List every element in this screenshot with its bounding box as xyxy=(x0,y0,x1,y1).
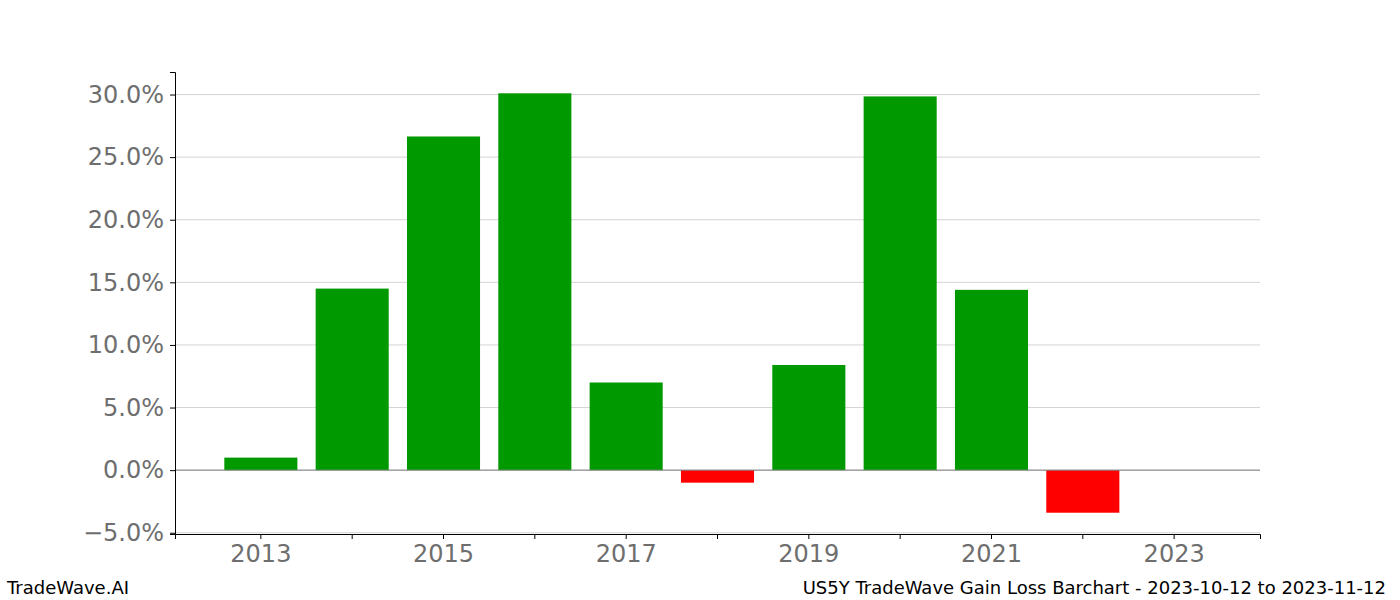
x-tick-mark xyxy=(717,534,718,539)
x-tick-mark xyxy=(808,534,809,539)
y-tick-label: 5.0% xyxy=(103,394,164,422)
bar xyxy=(224,458,297,471)
bar xyxy=(316,289,389,471)
x-tick xyxy=(717,534,718,539)
y-tick-mark xyxy=(170,470,175,471)
x-axis-line xyxy=(176,535,1261,540)
x-tick xyxy=(900,534,901,539)
x-tick-label: 2015 xyxy=(413,540,474,568)
x-tick-mark xyxy=(260,534,261,539)
y-tick-label: 20.0% xyxy=(88,206,164,234)
bar xyxy=(407,136,480,470)
chart: −5.0% 0.0% 5.0% 10.0% 15.0% 20.0% 25.0% 30.0% 20… xyxy=(0,0,1400,600)
x-tick-mark xyxy=(1174,534,1175,539)
x-tick-label: 2017 xyxy=(596,540,657,568)
x-tick-label: 2023 xyxy=(1144,540,1205,568)
bar xyxy=(1046,470,1119,513)
zero-line xyxy=(175,470,1260,471)
x-tick-label: 2013 xyxy=(230,540,291,568)
y-tick-label: 15.0% xyxy=(88,269,164,297)
y-tick: 20.0% xyxy=(88,206,175,234)
y-tick-mark xyxy=(170,157,175,158)
x-tick: 2019 xyxy=(778,534,839,568)
y-tick-mark xyxy=(170,282,175,283)
x-tick-mark xyxy=(1082,534,1083,539)
grid-line xyxy=(175,532,1260,533)
x-tick: 2023 xyxy=(1144,534,1205,568)
x-tick-mark xyxy=(443,534,444,539)
y-tick-mark xyxy=(170,533,175,534)
y-tick: 5.0% xyxy=(103,394,175,422)
y-tick-label: 25.0% xyxy=(88,143,164,171)
bar xyxy=(864,96,937,470)
y-tick-mark xyxy=(170,345,175,346)
y-tick-mark xyxy=(170,95,175,96)
x-tick-mark xyxy=(534,534,535,539)
y-tick-mark xyxy=(170,220,175,221)
y-tick: 15.0% xyxy=(88,269,175,297)
x-tick xyxy=(352,534,353,539)
x-tick: 2017 xyxy=(596,534,657,568)
x-tick: 2015 xyxy=(413,534,474,568)
grid-line xyxy=(175,94,1260,95)
grid-line xyxy=(175,157,1260,158)
y-tick-label: −5.0% xyxy=(83,519,164,547)
x-axis: 2013 2015 2017 2019 2021 2023 xyxy=(176,534,1261,568)
grid-line xyxy=(175,219,1260,220)
grid-line xyxy=(175,470,1260,471)
x-tick-label: 2019 xyxy=(778,540,839,568)
y-tick: 30.0% xyxy=(88,81,175,109)
x-tick: 2021 xyxy=(961,534,1022,568)
y-tick-label: 0.0% xyxy=(103,456,164,484)
y-tick: 10.0% xyxy=(88,331,175,359)
y-tick: 0.0% xyxy=(103,456,175,484)
plot-area: −5.0% 0.0% 5.0% 10.0% 15.0% 20.0% 25.0% 30.0% 20… xyxy=(83,73,1261,569)
x-tick xyxy=(534,534,535,539)
x-tick-mark xyxy=(626,534,627,539)
x-tick-label: 2021 xyxy=(961,540,1022,568)
bar xyxy=(498,93,571,470)
y-tick: 25.0% xyxy=(88,143,175,171)
grid-line xyxy=(175,282,1260,283)
x-tick-mark xyxy=(900,534,901,539)
grid xyxy=(175,95,1260,533)
y-axis-line xyxy=(170,73,176,535)
x-tick xyxy=(1082,534,1083,539)
x-tick: 2013 xyxy=(230,534,291,568)
bar xyxy=(772,365,845,470)
y-tick-mark xyxy=(170,408,175,409)
y-tick-label: 30.0% xyxy=(88,81,164,109)
y-tick-label: 10.0% xyxy=(88,331,164,359)
bars xyxy=(224,93,1119,512)
bar xyxy=(590,383,663,471)
annotation: TradeWave.AI xyxy=(6,577,129,598)
y-axis: −5.0% 0.0% 5.0% 10.0% 15.0% 20.0% 25.0% 30.0% xyxy=(83,73,176,547)
bar xyxy=(955,290,1028,470)
y-tick: −5.0% xyxy=(83,519,175,547)
bar xyxy=(681,470,754,483)
title: US5Y TradeWave Gain Loss Barchart - 2023… xyxy=(803,577,1386,598)
x-tick-mark xyxy=(352,534,353,539)
x-tick-mark xyxy=(991,534,992,539)
